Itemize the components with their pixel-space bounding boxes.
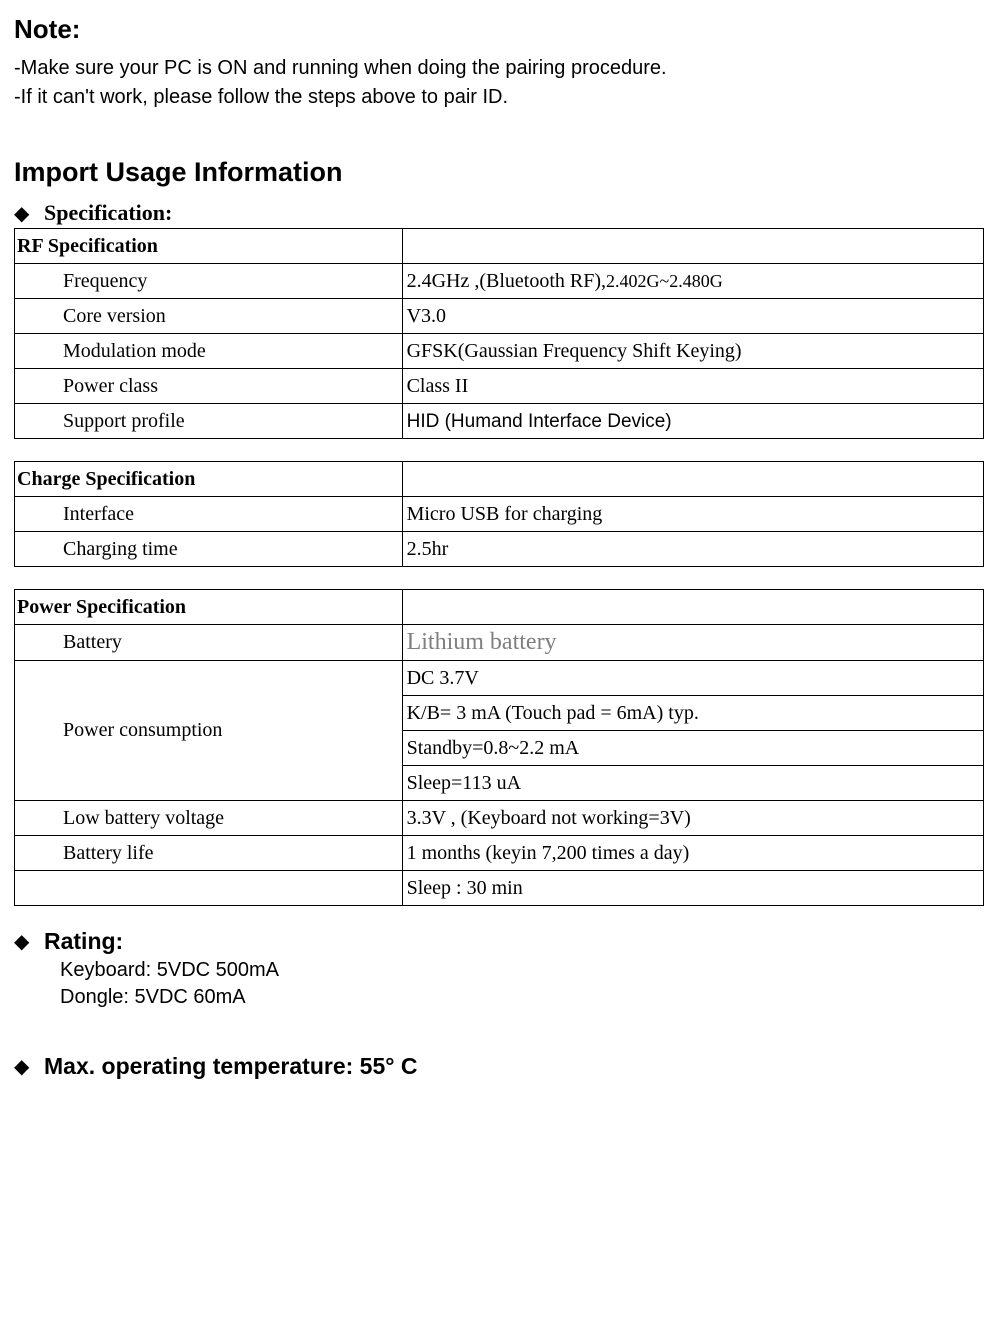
table-row: Modulation mode GFSK(Gaussian Frequency … [15, 334, 984, 369]
charge-spec-header: Charge Specification [15, 462, 403, 497]
rf-mod-label: Modulation mode [15, 334, 403, 369]
power-battery-value-text: Lithium battery [407, 629, 557, 655]
note-line-1: -Make sure your PC is ON and running whe… [14, 57, 984, 80]
note-line-2: -If it can't work, please follow the ste… [14, 86, 984, 109]
charge-spec-table: Charge Specification Interface Micro USB… [14, 461, 984, 567]
table-row: Charge Specification [15, 462, 984, 497]
diamond-icon: ◆ [14, 201, 44, 226]
specification-label: Specification: [44, 200, 172, 226]
rf-spec-header: RF Specification [15, 229, 403, 264]
diamond-icon: ◆ [14, 929, 44, 954]
rf-power-value: Class II [402, 369, 983, 404]
table-row: Power Specification [15, 590, 984, 625]
power-lowbatt-value: 3.3V , (Keyboard not working=3V) [402, 801, 983, 836]
table-row: RF Specification [15, 229, 984, 264]
rf-freq-value-suffix: 2.402G~2.480G [606, 271, 723, 291]
table-row: Battery Lithium battery [15, 625, 984, 661]
charge-interface-label: Interface [15, 497, 403, 532]
table-row: Frequency 2.4GHz ,(Bluetooth RF),2.402G~… [15, 264, 984, 299]
rf-profile-value: HID (Humand Interface Device) [402, 404, 983, 439]
rf-spec-table: RF Specification Frequency 2.4GHz ,(Blue… [14, 228, 984, 439]
table-row: Interface Micro USB for charging [15, 497, 984, 532]
maxop-heading: Max. operating temperature: 55° C [44, 1053, 417, 1080]
rf-power-label: Power class [15, 369, 403, 404]
note-heading: Note: [14, 14, 984, 45]
import-heading: Import Usage Information [14, 157, 984, 188]
maxop-bullet: ◆ Max. operating temperature: 55° C [14, 1053, 984, 1080]
diamond-icon: ◆ [14, 1054, 44, 1079]
power-life-value: 1 months (keyin 7,200 times a day) [402, 836, 983, 871]
charge-interface-value: Micro USB for charging [402, 497, 983, 532]
rf-freq-value-main: 2.4GHz ,(Bluetooth RF), [407, 270, 606, 292]
table-row: Power consumption DC 3.7V [15, 661, 984, 696]
power-consumption-v1: K/B= 3 mA (Touch pad = 6mA) typ. [402, 696, 983, 731]
rf-core-label: Core version [15, 299, 403, 334]
rating-line-1: Keyboard: 5VDC 500mA [60, 959, 984, 982]
power-spec-header-empty [402, 590, 983, 625]
rating-bullet: ◆ Rating: [14, 928, 984, 955]
power-battery-label: Battery [15, 625, 403, 661]
rf-profile-label: Support profile [15, 404, 403, 439]
charge-time-label: Charging time [15, 532, 403, 567]
power-consumption-v0: DC 3.7V [402, 661, 983, 696]
table-row: Power class Class II [15, 369, 984, 404]
rf-freq-value: 2.4GHz ,(Bluetooth RF),2.402G~2.480G [402, 264, 983, 299]
table-row: Core version V3.0 [15, 299, 984, 334]
rating-line-2: Dongle: 5VDC 60mA [60, 986, 984, 1009]
table-row: Charging time 2.5hr [15, 532, 984, 567]
rf-spec-header-empty [402, 229, 983, 264]
specification-bullet: ◆ Specification: [14, 200, 984, 226]
power-battery-value: Lithium battery [402, 625, 983, 661]
rf-freq-label: Frequency [15, 264, 403, 299]
table-row: Battery life 1 months (keyin 7,200 times… [15, 836, 984, 871]
power-sleep-label [15, 871, 403, 906]
charge-time-value: 2.5hr [402, 532, 983, 567]
power-spec-header: Power Specification [15, 590, 403, 625]
table-row: Sleep : 30 min [15, 871, 984, 906]
power-lowbatt-label: Low battery voltage [15, 801, 403, 836]
table-row: Low battery voltage 3.3V , (Keyboard not… [15, 801, 984, 836]
rf-core-value: V3.0 [402, 299, 983, 334]
power-consumption-label: Power consumption [15, 661, 403, 801]
power-life-label: Battery life [15, 836, 403, 871]
power-consumption-v3: Sleep=113 uA [402, 766, 983, 801]
rating-heading: Rating: [44, 928, 123, 955]
power-sleep-value: Sleep : 30 min [402, 871, 983, 906]
power-spec-table: Power Specification Battery Lithium batt… [14, 589, 984, 906]
charge-spec-header-empty [402, 462, 983, 497]
rf-mod-value: GFSK(Gaussian Frequency Shift Keying) [402, 334, 983, 369]
power-consumption-v2: Standby=0.8~2.2 mA [402, 731, 983, 766]
rf-profile-value-text: HID (Humand Interface Device) [407, 411, 672, 432]
table-row: Support profile HID (Humand Interface De… [15, 404, 984, 439]
